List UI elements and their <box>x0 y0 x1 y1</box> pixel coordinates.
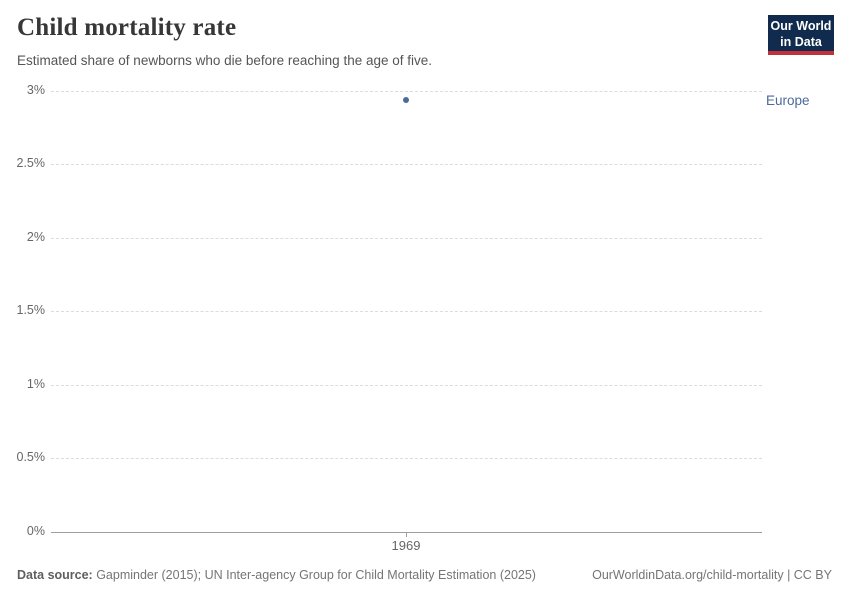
gridline <box>51 458 762 459</box>
y-axis-tick-label: 1.5% <box>16 303 46 317</box>
owid-logo[interactable]: Our World in Data <box>768 15 834 55</box>
y-axis-tick-label: 0% <box>26 524 45 538</box>
y-axis-tick-label: 2.5% <box>16 156 46 170</box>
y-axis-tick-label: 0.5% <box>16 450 46 464</box>
series-label-europe[interactable]: Europe <box>766 93 810 108</box>
data-source-value: Gapminder (2015); UN Inter-agency Group … <box>92 568 536 582</box>
y-axis-tick-label: 1% <box>26 377 45 391</box>
x-axis-tick-mark <box>406 532 407 537</box>
x-axis-tick-label: 1969 <box>391 538 421 553</box>
chart-subtitle: Estimated share of newborns who die befo… <box>17 53 432 68</box>
gridline <box>51 238 762 239</box>
y-axis-tick-label: 2% <box>26 230 45 244</box>
gridline <box>51 311 762 312</box>
owid-url-license-link[interactable]: OurWorldinData.org/child-mortality | CC … <box>592 568 832 582</box>
data-source-label: Data source: <box>17 568 93 582</box>
owid-logo-line1: Our World <box>770 19 832 33</box>
gridline <box>51 91 762 92</box>
gridline <box>51 164 762 165</box>
y-axis-tick-label: 3% <box>26 83 45 97</box>
owid-logo-line2: in Data <box>780 35 822 50</box>
data-point-europe-1969[interactable] <box>403 97 409 103</box>
data-source-text: Data source: Gapminder (2015); UN Inter-… <box>17 568 536 582</box>
gridline <box>51 385 762 386</box>
page-title: Child mortality rate <box>17 14 237 41</box>
